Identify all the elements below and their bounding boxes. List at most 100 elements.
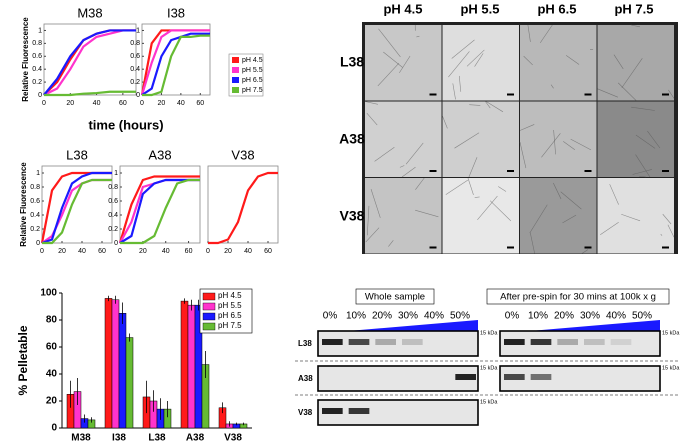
gradient-wedge <box>530 320 660 331</box>
micrograph <box>597 178 674 254</box>
fibril <box>570 138 592 151</box>
fibril <box>467 177 474 195</box>
fibril <box>635 134 656 149</box>
fibril <box>377 63 400 87</box>
y-tick-label: 0.8 <box>30 184 40 191</box>
row-label: V38 <box>340 208 365 224</box>
fibril <box>415 177 425 190</box>
fibril <box>401 166 416 178</box>
fibril <box>565 55 580 65</box>
fibril <box>529 204 548 234</box>
x-tick-label: 0 <box>118 248 122 255</box>
size-marker: 15 kDa <box>662 365 680 371</box>
fibril <box>474 196 480 198</box>
y-tick-label: 80 <box>46 315 58 326</box>
bar <box>125 337 134 429</box>
size-marker: 15 kDa <box>480 399 498 405</box>
band <box>584 339 605 345</box>
y-tick-label: 0.8 <box>108 184 118 191</box>
y-tick-label: 0.4 <box>30 212 40 219</box>
bar <box>118 313 127 429</box>
fibril <box>405 142 424 165</box>
column-header: pH 4.5 <box>383 1 422 16</box>
y-tick-label: 100 <box>40 288 57 299</box>
x-tick-label: I38 <box>112 433 126 444</box>
fibril <box>631 24 640 28</box>
fibril <box>485 101 491 109</box>
legend-swatch <box>232 87 239 93</box>
gel-row-label: L38 <box>298 339 312 348</box>
legend-swatch <box>202 322 216 331</box>
y-tick-label: 0.2 <box>30 226 40 233</box>
legend-swatch <box>202 312 216 321</box>
fibril <box>617 82 637 101</box>
fibril <box>560 191 582 210</box>
band <box>348 339 370 345</box>
x-tick-label: A38 <box>186 433 205 444</box>
plot-frame <box>41 165 113 244</box>
y-tick-label: 0.6 <box>130 53 140 60</box>
legend-label: pH 4.5 <box>218 291 242 300</box>
fibril <box>631 106 655 111</box>
fibril <box>399 55 411 74</box>
legend-label: pH 7.5 <box>218 321 242 330</box>
y-axis-label: Relative Fluorescence <box>19 162 28 247</box>
micrograph <box>597 25 674 101</box>
gel <box>317 365 479 392</box>
legend-label: pH 4.5 <box>242 57 263 64</box>
gel-title-box <box>486 288 670 305</box>
y-tick-label: 0.4 <box>32 66 42 73</box>
x-tick-label: 20 <box>158 100 166 107</box>
fibril <box>415 209 439 218</box>
y-tick-label: 20 <box>46 396 58 407</box>
micrograph <box>365 25 442 101</box>
lane-label: 10% <box>346 311 366 322</box>
gel-row-label: V38 <box>298 408 313 417</box>
fibril <box>562 214 577 224</box>
x-tick-label: L38 <box>148 433 166 444</box>
fibril <box>388 240 394 247</box>
x-axis-label: time (hours) <box>88 117 163 132</box>
fluorescence-curve <box>208 171 278 245</box>
chart-title: I38 <box>167 5 185 20</box>
fibril <box>539 24 553 44</box>
legend-swatch <box>202 302 216 311</box>
y-axis-label: Relative Fluorescence <box>21 17 30 102</box>
fibril <box>458 75 462 92</box>
fibril <box>477 195 498 220</box>
lane-label: 10% <box>528 311 548 322</box>
column-header: pH 6.5 <box>537 1 576 16</box>
fibril <box>639 175 646 178</box>
fibril <box>468 157 478 178</box>
gel <box>317 399 479 426</box>
fluorescence-curve <box>44 90 136 97</box>
y-tick-label: 0.2 <box>108 226 118 233</box>
bar <box>180 300 189 429</box>
band <box>504 374 525 380</box>
y-tick-label: 0.4 <box>108 212 118 219</box>
bar <box>111 299 120 429</box>
y-tick-label: 1 <box>38 27 42 34</box>
fibril <box>454 132 480 149</box>
fibril <box>370 189 381 218</box>
plot-frame <box>207 165 279 244</box>
gel <box>499 330 661 357</box>
fibril <box>600 221 619 235</box>
fibril <box>489 200 512 222</box>
y-tick-label: 0.6 <box>32 53 42 60</box>
fluorescence-curve <box>141 32 210 96</box>
fluorescence-curve <box>118 175 200 244</box>
fibril <box>667 224 675 238</box>
fibril <box>609 184 619 205</box>
fibril <box>660 233 663 236</box>
x-tick-label: 40 <box>162 248 170 255</box>
fluorescence-curve <box>142 34 210 97</box>
lane-label: 0% <box>323 311 338 322</box>
fibril <box>442 116 448 129</box>
legend-label: pH 6.5 <box>218 311 242 320</box>
y-tick-label: 0.2 <box>32 79 42 86</box>
fluorescence-curve <box>140 29 210 96</box>
y-tick-label: 1 <box>36 170 40 177</box>
fibril <box>635 154 651 178</box>
